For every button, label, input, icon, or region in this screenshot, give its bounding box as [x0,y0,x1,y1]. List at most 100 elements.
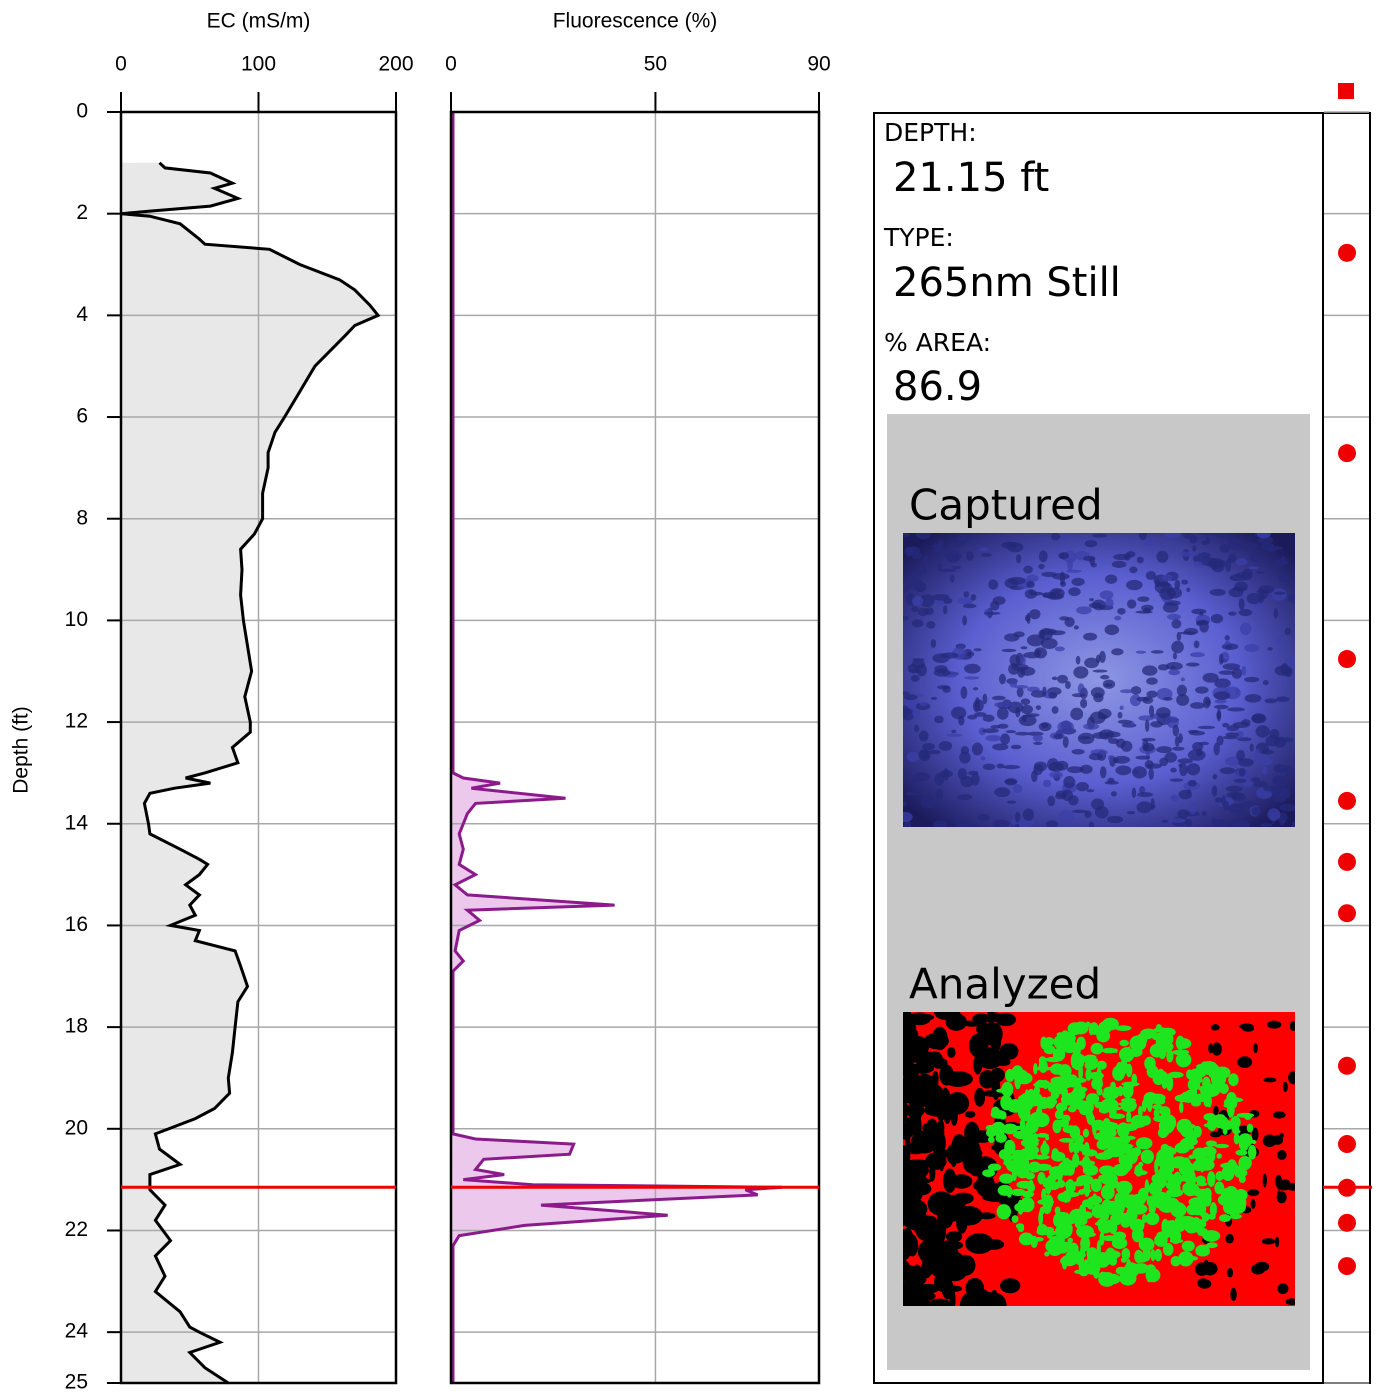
spot [1012,1132,1022,1138]
spot [1071,748,1085,755]
spot [1228,803,1246,814]
spot [1080,698,1088,709]
spot [1181,1240,1195,1252]
spot [976,814,991,822]
chart-panel: Fluorescence (%) 0 50 90 [445,10,831,1385]
spot [1277,1149,1287,1161]
spot [1155,1035,1168,1051]
spot [957,1137,986,1144]
spot [1121,1247,1131,1261]
spot [1167,613,1181,621]
area-fill [451,112,783,1383]
spot [1088,753,1103,761]
spot [1020,704,1033,715]
spot [1190,652,1205,658]
spot [912,707,920,719]
spot [972,687,979,691]
spot [1073,1021,1089,1035]
spot [1224,1185,1238,1201]
spot [1269,729,1280,740]
image-marker [1338,650,1356,669]
spot [1115,738,1126,748]
value-tick-label: 90 [807,53,830,76]
spot [1261,749,1274,755]
spot [1261,766,1268,775]
spot [1148,767,1154,780]
spot [1043,1044,1056,1055]
spot [1178,1251,1194,1267]
spot [1130,686,1142,695]
depth-value: 21.15 ft [893,155,1049,201]
spot [982,728,1000,734]
spot [1190,1087,1198,1099]
spot [943,1071,973,1087]
spot [1137,792,1153,798]
spot [1131,1227,1144,1243]
spot [915,533,932,540]
spot [990,1109,1007,1119]
spot [1035,705,1042,711]
spot [1006,800,1017,804]
spot [1253,603,1266,607]
spot [1071,809,1088,814]
spot [975,697,980,704]
depth-tick-label: 22 [65,1218,88,1241]
analyzed-title: Analyzed [909,960,1101,1009]
spot [1083,632,1098,641]
spot [999,1042,1019,1060]
spot [1067,1034,1073,1050]
spot [940,652,959,659]
spot [1280,663,1289,675]
spot [1275,696,1290,703]
spot [1153,1115,1166,1122]
spot [1036,1066,1052,1071]
spot [1189,534,1198,544]
spot [1058,809,1075,823]
spot [1042,1079,1049,1090]
spot [942,685,951,693]
spot [1075,655,1081,665]
spot [1004,541,1020,547]
spot [1260,823,1273,827]
spot [906,751,920,763]
spot [1145,570,1157,580]
value-tick-label: 0 [115,53,127,76]
spot [1186,587,1191,592]
spot [1222,1200,1238,1215]
spot [1129,1203,1148,1215]
spot [1093,692,1104,703]
spot [1008,663,1020,675]
spot [1158,1235,1168,1240]
spot [1165,1165,1175,1173]
spot [1264,698,1278,704]
spot [1146,690,1158,698]
spot [1096,1060,1107,1070]
spot [1227,538,1244,550]
spot [1090,1178,1102,1192]
spot [1110,791,1117,797]
spot [1015,811,1021,823]
spot [1126,599,1137,609]
spot [980,553,992,557]
spot [1177,809,1190,819]
spot [1202,1076,1211,1091]
spot [1222,722,1230,728]
spot [1246,1123,1254,1133]
spot [1094,806,1109,819]
spot [1194,1262,1209,1276]
spot [1141,737,1156,742]
spot [963,603,977,609]
spot [1178,789,1192,800]
spot [915,552,922,559]
spot [1036,1223,1048,1236]
spot [1083,1100,1094,1114]
spot [1065,569,1082,573]
image-marker [1338,852,1356,871]
spot [1247,1144,1257,1160]
spot [1067,1105,1077,1113]
spot [1139,788,1146,792]
spot [1176,693,1190,706]
spot [1062,533,1068,540]
spot [989,1038,999,1047]
spot [1065,1181,1071,1189]
